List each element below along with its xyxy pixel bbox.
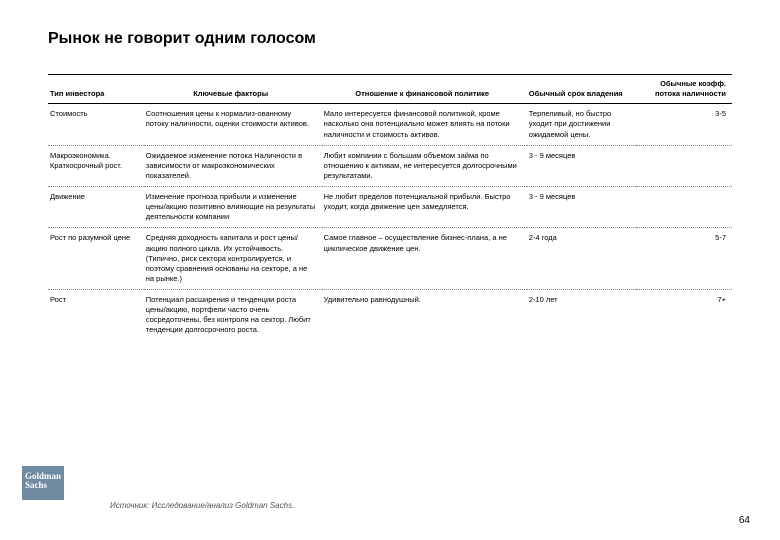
cell-policy: Удивительно равнодушный. xyxy=(322,290,527,341)
table-row: Движение Изменение прогноза прибыли и из… xyxy=(48,187,732,228)
cell-cashflow: 5-7 xyxy=(636,228,732,290)
cell-factors: Средняя доходность капитала и рост цены/… xyxy=(144,228,322,290)
table-header-row: Тип инвестора Ключевые факторы Отношение… xyxy=(48,75,732,104)
cell-type: Рост xyxy=(48,290,144,341)
table-row: Рост по разумной цене Средняя доходность… xyxy=(48,228,732,290)
cell-type: Макроэкономика. Краткосрочный рост. xyxy=(48,145,144,186)
cell-cashflow: 7+ xyxy=(636,290,732,341)
cell-policy: Не любит пределов потенциальной прибыли.… xyxy=(322,187,527,228)
header-cashflow: Обычные коэфф. потока наличности xyxy=(636,75,732,104)
cell-factors: Соотношения цены к нормализ-ованному пот… xyxy=(144,104,322,145)
cell-cashflow xyxy=(636,187,732,228)
cell-cashflow: 3-5 xyxy=(636,104,732,145)
cell-holding: 2-10 лет xyxy=(527,290,636,341)
header-holding: Обычный срок владения xyxy=(527,75,636,104)
table-row: Макроэкономика. Краткосрочный рост. Ожид… xyxy=(48,145,732,186)
cell-holding: 2-4 года xyxy=(527,228,636,290)
source-text: Источник: Исследование/анализ Goldman Sa… xyxy=(110,501,294,510)
cell-factors: Изменение прогноза прибыли и изменение ц… xyxy=(144,187,322,228)
cell-type: Движение xyxy=(48,187,144,228)
cell-policy: Любит компании с большим объемом займа п… xyxy=(322,145,527,186)
cell-policy: Мало интересуется финансовой политикой, … xyxy=(322,104,527,145)
cell-cashflow xyxy=(636,145,732,186)
cell-factors: Ожидаемое изменение потока Наличности в … xyxy=(144,145,322,186)
table-row: Рост Потенциал расширения и тенденции ро… xyxy=(48,290,732,341)
table-body: Стоимость Соотношения цены к нормализ-ов… xyxy=(48,104,732,341)
goldman-sachs-logo: Goldman Sachs xyxy=(22,466,64,500)
cell-factors: Потенциал расширения и тенденции роста ц… xyxy=(144,290,322,341)
cell-type: Рост по разумной цене xyxy=(48,228,144,290)
page-title: Рынок не говорит одним голосом xyxy=(48,30,732,48)
page-number: 64 xyxy=(739,515,750,526)
header-factors: Ключевые факторы xyxy=(144,75,322,104)
slide: Рынок не говорит одним голосом Тип инвес… xyxy=(0,0,780,540)
header-policy: Отношение к финансовой политике xyxy=(322,75,527,104)
cell-type: Стоимость xyxy=(48,104,144,145)
cell-holding: Терпеливый, но быстро уходит при достиже… xyxy=(527,104,636,145)
cell-holding: 3 - 9 месяцев xyxy=(527,187,636,228)
logo-line2: Sachs xyxy=(25,481,61,490)
investor-table: Тип инвестора Ключевые факторы Отношение… xyxy=(48,74,732,341)
cell-policy: Самое главное – осуществление бизнес-пла… xyxy=(322,228,527,290)
table-row: Стоимость Соотношения цены к нормализ-ов… xyxy=(48,104,732,145)
header-type: Тип инвестора xyxy=(48,75,144,104)
cell-holding: 3 - 9 месяцев xyxy=(527,145,636,186)
